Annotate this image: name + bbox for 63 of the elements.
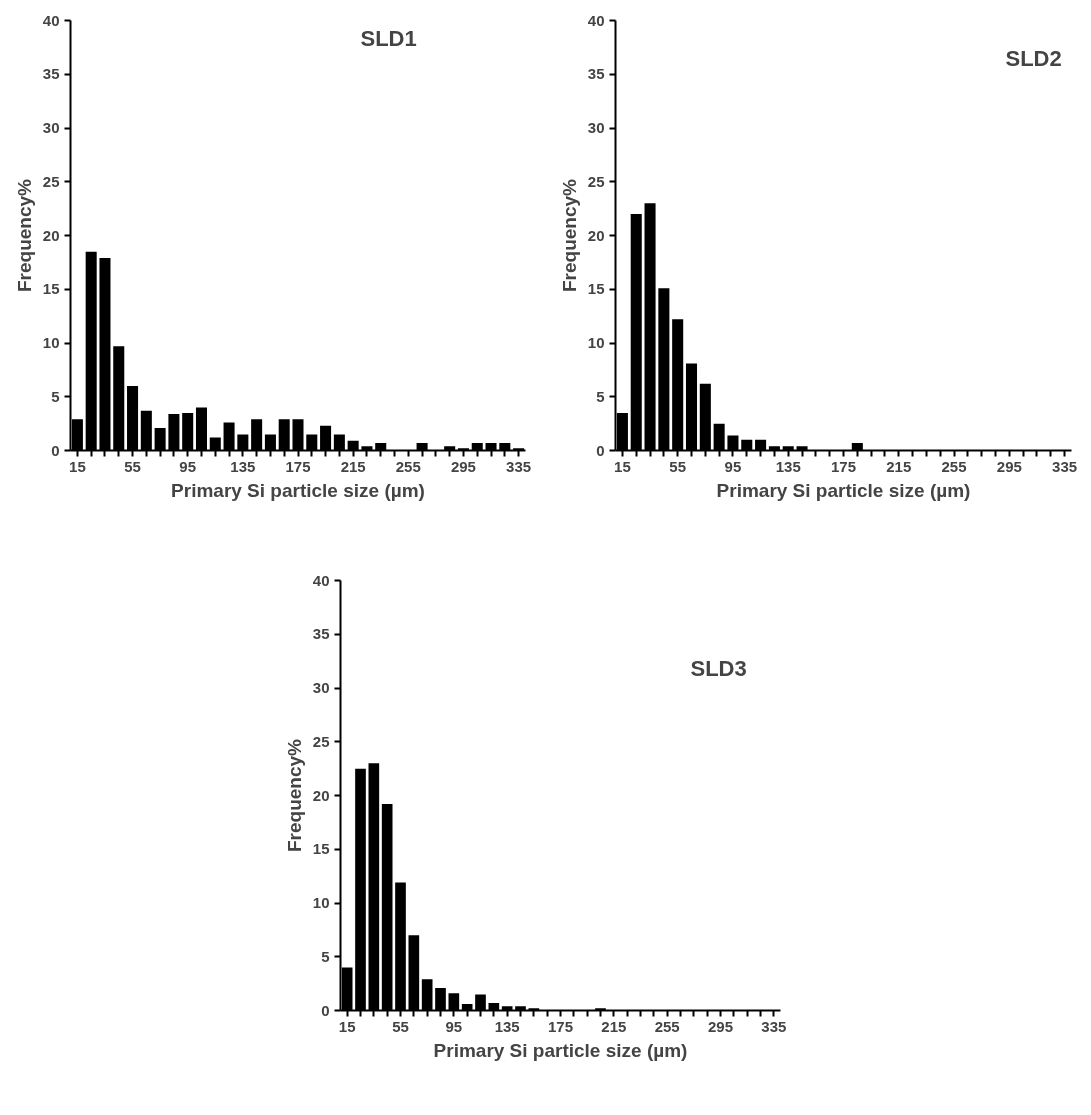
- x-tick-label: 295: [450, 457, 476, 475]
- x-tick-label: 95: [445, 1017, 463, 1035]
- y-tick-label: 0: [596, 441, 605, 459]
- x-tick-label: 215: [340, 457, 366, 475]
- y-axis-title: Frequency%: [283, 738, 305, 852]
- x-tick-label: 255: [654, 1017, 680, 1035]
- y-tick-label: 10: [312, 894, 330, 911]
- y-tick-label: 35: [42, 65, 60, 83]
- x-axis-title: Primary Si particle size (µm): [171, 479, 425, 501]
- x-tick-label: 95: [724, 457, 742, 475]
- x-axis-title: Primary Si particle size (µm): [716, 479, 971, 501]
- y-tick-label: 20: [42, 226, 60, 244]
- x-tick-label: 15: [338, 1017, 356, 1035]
- x-tick-label: 135: [494, 1017, 520, 1035]
- y-tick-label: 15: [312, 840, 330, 858]
- y-tick-label: 20: [312, 786, 330, 804]
- y-tick-label: 15: [42, 280, 60, 298]
- annotation: SLD3: [690, 655, 747, 681]
- x-tick-label: 175: [285, 457, 311, 475]
- annotation: SLD1: [360, 25, 417, 51]
- y-tick-label: 25: [312, 732, 330, 750]
- y-axis-title: Frequency%: [13, 178, 35, 292]
- y-tick-label: 40: [587, 11, 605, 29]
- y-tick-label: 40: [42, 11, 60, 29]
- x-tick-label: 335: [506, 457, 532, 475]
- y-tick-label: 30: [587, 119, 605, 136]
- y-tick-label: 20: [587, 226, 605, 244]
- x-tick-label: 55: [392, 1017, 409, 1035]
- x-tick-label: 15: [614, 457, 631, 475]
- y-tick-label: 30: [42, 119, 60, 136]
- x-tick-label: 15: [69, 457, 86, 475]
- y-tick-label: 10: [587, 334, 605, 351]
- x-tick-label: 335: [761, 1017, 787, 1035]
- x-axis-title: Primary Si particle size (µm): [433, 1039, 688, 1061]
- y-tick-label: 5: [51, 387, 60, 405]
- y-tick-label: 0: [321, 1001, 330, 1019]
- x-tick-label: 295: [996, 457, 1022, 475]
- x-tick-label: 215: [601, 1017, 627, 1035]
- y-tick-label: 10: [42, 334, 60, 351]
- annotation: SLD2: [1005, 45, 1062, 71]
- y-tick-label: 5: [596, 387, 605, 405]
- y-tick-label: 5: [321, 947, 330, 965]
- y-tick-label: 35: [312, 625, 330, 643]
- x-tick-label: 135: [775, 457, 801, 475]
- x-tick-label: 175: [830, 457, 857, 475]
- y-tick-label: 25: [42, 172, 60, 190]
- x-tick-label: 175: [547, 1017, 574, 1035]
- y-tick-label: 35: [587, 65, 605, 83]
- y-tick-label: 30: [312, 679, 330, 696]
- x-tick-label: 335: [1052, 457, 1078, 475]
- y-tick-label: 40: [312, 571, 330, 589]
- x-tick-label: 55: [669, 457, 687, 475]
- x-tick-label: 255: [395, 457, 421, 475]
- x-tick-label: 215: [886, 457, 912, 475]
- y-axis-title: Frequency%: [558, 178, 580, 292]
- y-tick-label: 25: [587, 172, 605, 190]
- y-tick-label: 0: [51, 441, 60, 459]
- x-tick-label: 255: [941, 457, 967, 475]
- x-tick-label: 95: [179, 457, 197, 475]
- y-tick-label: 15: [587, 280, 605, 298]
- x-tick-label: 295: [707, 1017, 734, 1035]
- x-tick-label: 55: [124, 457, 141, 475]
- x-tick-label: 135: [230, 457, 256, 475]
